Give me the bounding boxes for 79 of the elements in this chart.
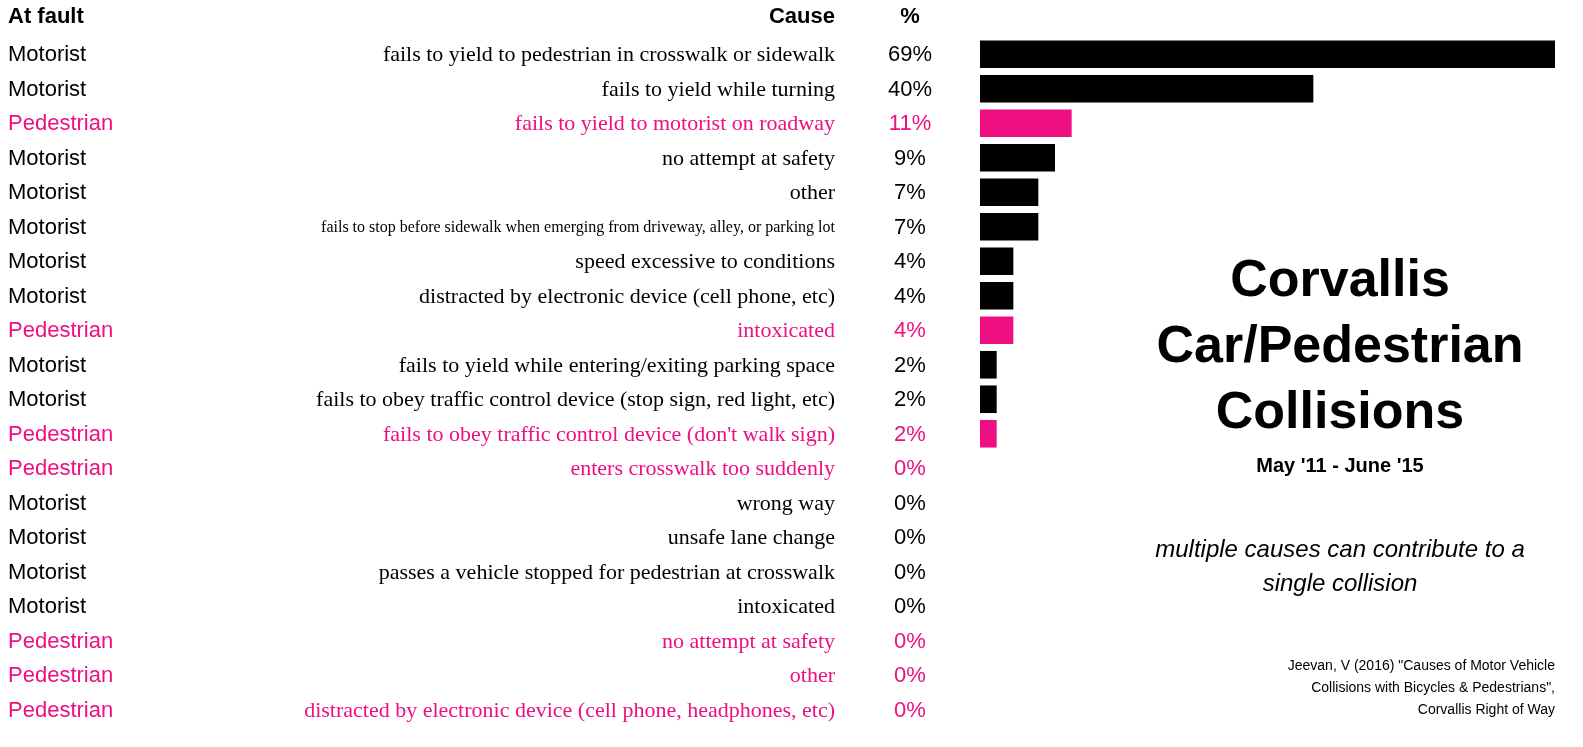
text: May '11 - June '15 (1256, 454, 1424, 476)
text: Motorist (8, 144, 87, 170)
bar (980, 281, 1014, 310)
text: Motorist (8, 558, 87, 584)
bar (980, 178, 1039, 207)
data-label: 40% (887, 75, 933, 101)
text: Motorist (8, 524, 87, 550)
text: Pedestrian (8, 696, 114, 722)
bar (980, 350, 997, 379)
text: Motorist (8, 282, 87, 308)
y-tick-label: fails to stop before sidewalk when emerging from driveway, alley, or parking lot (321, 217, 836, 236)
text: Pedestrian (8, 420, 114, 446)
text: Corvallis Car/Pedestrian Collisions (1156, 249, 1524, 439)
data-label: 0% (894, 593, 926, 619)
data-label: 4% (894, 248, 926, 274)
text: Pedestrian (8, 317, 114, 343)
x-axis-title: % (900, 3, 920, 28)
text: Motorist (8, 179, 87, 205)
text: Motorist (8, 248, 87, 274)
text: Motorist (8, 41, 87, 67)
text: Motorist (8, 351, 87, 377)
bar (980, 212, 1039, 241)
data-label: 2% (894, 351, 926, 377)
text: Motorist (8, 489, 87, 515)
bar (980, 316, 1014, 345)
data-label: 0% (894, 524, 926, 550)
bar (980, 419, 997, 448)
text: Pedestrian (8, 110, 114, 136)
data-label: 2% (894, 420, 926, 446)
legend-title: At fault (8, 3, 85, 28)
text: Pedestrian (8, 662, 114, 688)
bar (980, 247, 1014, 276)
annotation: Jeevan, V (2016) "Causes of Motor Vehicle Collisions with Bicycles & Pedestrians", Corvallis Right of Way (1287, 657, 1556, 717)
y-tick-label: distracted by electronic device (cell phone, etc) (419, 282, 835, 308)
y-tick-label: passes a vehicle stopped for pedestrian at crosswalk (378, 558, 835, 584)
y-tick-label: no attempt at safety (662, 144, 835, 170)
text: Pedestrian (8, 455, 114, 481)
y-tick-label: no attempt at safety (662, 627, 835, 653)
y-tick-label: other (789, 179, 836, 205)
data-label: 2% (894, 386, 926, 412)
text: Motorist (8, 213, 87, 239)
text: Pedestrian (8, 627, 114, 653)
bar (980, 109, 1072, 138)
y-axis-title: Cause (768, 3, 835, 28)
y-tick-label: other (789, 662, 836, 688)
y-tick-label: intoxicated (737, 317, 835, 343)
data-label: 0% (894, 455, 926, 481)
y-tick-label: enters crosswalk too suddenly (570, 455, 835, 481)
y-tick-label: fails to obey traffic control device (don't walk sign) (383, 420, 835, 446)
data-label: 4% (894, 282, 926, 308)
y-tick-label: unsafe lane change (667, 524, 835, 550)
y-tick-label: fails to yield to pedestrian in crosswalk or sidewalk (382, 41, 835, 67)
bar (980, 40, 1555, 69)
bar (980, 74, 1314, 103)
y-tick-label: intoxicated (737, 593, 835, 619)
data-label: 69% (887, 41, 933, 67)
annotation: multiple causes can contribute to a single collision (1155, 535, 1525, 596)
bar (980, 385, 997, 414)
text: Motorist (8, 593, 87, 619)
text: Motorist (8, 386, 87, 412)
y-tick-label: wrong way (736, 489, 835, 515)
data-label: 0% (894, 627, 926, 653)
data-label: 9% (894, 144, 926, 170)
y-tick-label: fails to yield while entering/exiting parking space (398, 351, 835, 377)
data-label: 0% (894, 696, 926, 722)
y-tick-label: fails to yield while turning (601, 75, 835, 101)
data-label: 0% (894, 489, 926, 515)
data-label: 7% (894, 179, 926, 205)
bar (980, 143, 1055, 172)
y-tick-label: distracted by electronic device (cell phone, headphones, etc) (304, 696, 835, 722)
text: Motorist (8, 75, 87, 101)
data-label: 0% (894, 662, 926, 688)
data-label: 0% (894, 558, 926, 584)
data-label: 4% (894, 317, 926, 343)
data-label: 11% (888, 110, 932, 136)
y-tick-label: speed excessive to conditions (575, 248, 835, 274)
y-tick-label: fails to obey traffic control device (stop sign, red light, etc) (316, 386, 835, 412)
data-label: 7% (894, 213, 926, 239)
y-tick-label: fails to yield to motorist on roadway (514, 110, 835, 136)
